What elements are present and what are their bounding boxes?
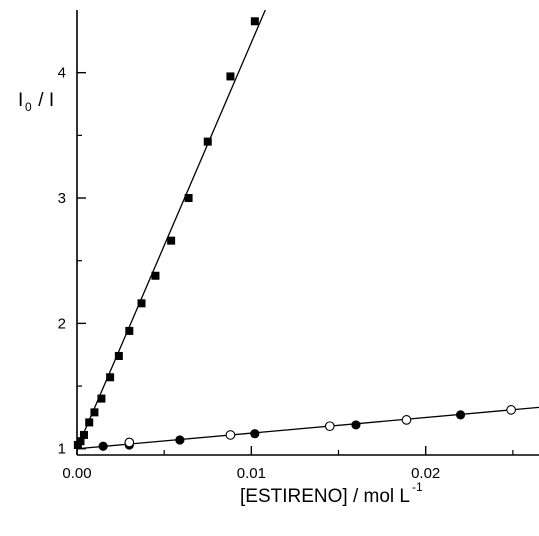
square-marker xyxy=(226,72,235,81)
y-axis-title: I 0 / I xyxy=(18,90,54,114)
square-marker xyxy=(79,430,88,439)
square-marker xyxy=(203,137,212,146)
square-marker xyxy=(167,236,176,245)
square-marker xyxy=(90,408,99,417)
square-marker xyxy=(114,351,123,360)
y-tick-label: 3 xyxy=(58,190,66,207)
open-circle-marker xyxy=(401,415,412,425)
x-axis-title-superscript: -1 xyxy=(412,480,423,494)
square-marker xyxy=(184,194,193,203)
x-tick-label: 0.00 xyxy=(62,465,91,482)
y-tick-label: 1 xyxy=(58,441,66,458)
y-axis-title-main: I xyxy=(18,90,23,111)
square-marker xyxy=(106,373,115,382)
filled-circle-marker xyxy=(98,441,108,451)
square-marker xyxy=(97,394,106,403)
y-tick-label: 2 xyxy=(58,315,66,332)
plot-frame xyxy=(76,10,539,456)
filled-circle-marker xyxy=(351,420,361,430)
open-circle-marker xyxy=(225,430,236,440)
filled-circle-marker xyxy=(455,410,466,420)
fit-line-series-2 xyxy=(77,406,539,450)
square-marker xyxy=(125,326,134,335)
filled-circle-marker xyxy=(250,429,260,439)
square-marker xyxy=(85,418,94,427)
fit-lines xyxy=(77,10,539,450)
square-marker xyxy=(137,299,146,308)
square-marker xyxy=(151,271,160,280)
open-circle-marker xyxy=(124,437,135,448)
y-axis-title-rest: / I xyxy=(33,90,54,111)
ticks: 0.00 0.01 0.02 1 2 3 4 xyxy=(58,65,514,482)
x-tick-label: 0.01 xyxy=(237,465,266,482)
data-markers xyxy=(73,17,516,451)
square-marker xyxy=(76,437,85,446)
x-axis-title: [ESTIRENO] / mol L -1 xyxy=(240,480,423,507)
filled-circle-marker xyxy=(175,435,185,445)
open-circle-marker xyxy=(506,405,516,415)
x-axis-title-main: [ESTIRENO] / mol L xyxy=(240,486,410,507)
square-marker xyxy=(250,17,259,26)
y-axis-title-subscript: 0 xyxy=(25,100,32,114)
fit-line-series-1 xyxy=(77,10,266,449)
y-tick-label: 4 xyxy=(58,65,66,82)
open-circle-marker xyxy=(324,421,335,432)
x-tick-label: 0.02 xyxy=(411,465,440,482)
